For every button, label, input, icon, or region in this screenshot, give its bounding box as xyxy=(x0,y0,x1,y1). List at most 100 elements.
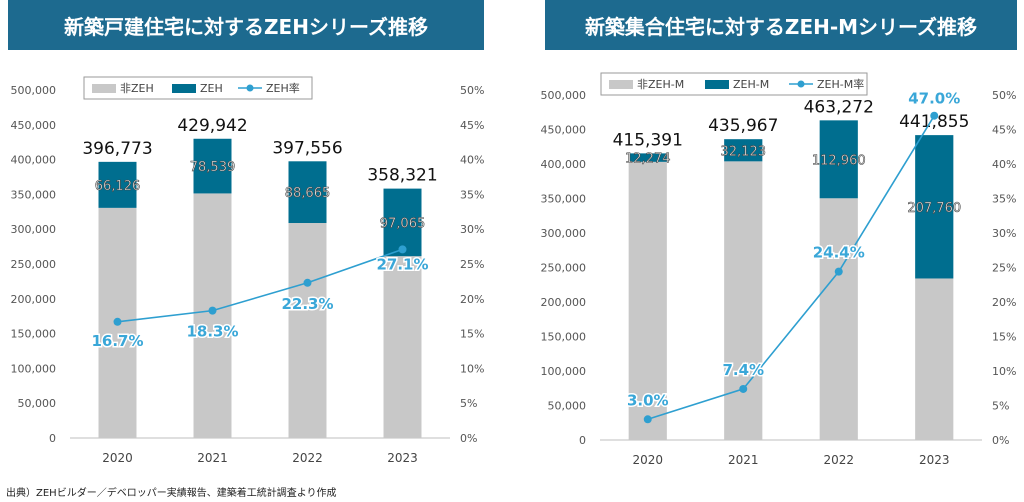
right-legend-swatch-zeh xyxy=(705,80,729,89)
right-total-label: 435,967 xyxy=(708,116,778,136)
right-zeh-value-label: 12,274 xyxy=(625,152,671,167)
right-x-tick-label: 2023 xyxy=(919,453,950,467)
right-y-tick-label: 0 xyxy=(579,434,586,447)
right-y2-tick-label: 0% xyxy=(992,434,1009,447)
right-y-tick-label: 100,000 xyxy=(541,365,587,378)
left-legend-swatch-non xyxy=(92,84,116,93)
left-y-tick-label: 250,000 xyxy=(11,258,57,271)
right-rate-label: 3.0% xyxy=(627,391,669,409)
right-legend-label-rate: ZEH-M率 xyxy=(817,77,864,91)
left-total-label: 429,942 xyxy=(177,116,247,136)
right-zeh-value-label: 207,760 xyxy=(907,201,961,216)
left-total-label: 358,321 xyxy=(367,166,437,186)
left-rate-point xyxy=(398,245,407,254)
left-y2-tick-label: 15% xyxy=(460,328,484,341)
left-y2-tick-label: 30% xyxy=(460,223,484,236)
left-rate-label: 27.1% xyxy=(376,255,428,273)
right-bar-zeh xyxy=(628,153,667,162)
right-zeh-value-label: 32,123 xyxy=(721,144,767,159)
left-y2-tick-label: 20% xyxy=(460,293,484,306)
left-y-tick-label: 350,000 xyxy=(11,188,57,201)
left-y2-tick-label: 25% xyxy=(460,258,484,271)
left-y-tick-label: 150,000 xyxy=(11,328,57,341)
right-bar-non xyxy=(628,161,667,440)
left-zeh-value-label: 78,539 xyxy=(190,160,236,175)
left-rate-line xyxy=(117,248,403,323)
right-bar-zeh xyxy=(819,120,858,199)
right-x-tick-label: 2022 xyxy=(823,453,854,467)
left-legend-swatch-zeh xyxy=(172,84,196,93)
left-legend-label-non: 非ZEH xyxy=(120,82,154,95)
right-y2-tick-label: 40% xyxy=(992,158,1016,171)
left-legend-label-rate: ZEH率 xyxy=(266,81,300,95)
right-rate-line xyxy=(647,115,935,421)
right-bar-non xyxy=(724,161,763,440)
right-bar-non xyxy=(819,198,858,440)
right-y-tick-label: 50,000 xyxy=(548,400,587,413)
right-rate-label: 7.4% xyxy=(722,361,764,379)
right-x-tick-label: 2021 xyxy=(728,453,759,467)
left-y-tick-label: 400,000 xyxy=(11,154,57,167)
left-y-tick-label: 500,000 xyxy=(11,84,57,97)
left-zeh-value-label: 97,065 xyxy=(380,216,426,231)
right-legend-box xyxy=(600,72,868,96)
right-bar-zeh xyxy=(915,135,954,279)
right-legend-swatch-non xyxy=(609,80,633,89)
right-bar-non xyxy=(915,278,954,440)
right-total-label: 463,272 xyxy=(804,97,874,117)
right-x-tick-label: 2020 xyxy=(632,453,663,467)
left-y-tick-label: 100,000 xyxy=(11,362,57,375)
right-legend-label-non: 非ZEH-M xyxy=(637,78,684,91)
left-zeh-value-label: 66,126 xyxy=(95,179,141,194)
right-legend-label-zeh: ZEH-M xyxy=(733,78,769,91)
left-y2-tick-label: 50% xyxy=(460,84,484,97)
left-x-tick-label: 2023 xyxy=(387,451,418,465)
left-x-tick-label: 2020 xyxy=(102,451,133,465)
right-y2-tick-label: 20% xyxy=(992,296,1016,309)
condominium-zeh-m-chart: 非ZEH-M ZEH-M ZEH-M率 0 50,000 100,000 150,000 20… xyxy=(541,72,1016,467)
left-bar-non xyxy=(288,223,327,438)
right-rate-point xyxy=(930,111,939,120)
right-total-label: 415,391 xyxy=(613,130,683,150)
left-y-tick-label: 50,000 xyxy=(18,397,57,410)
left-y-tick-label: 450,000 xyxy=(11,119,57,132)
left-rate-label: 18.3% xyxy=(186,323,238,341)
right-y-tick-label: 500,000 xyxy=(541,89,587,102)
right-y-tick-label: 450,000 xyxy=(541,124,587,137)
right-y2-tick-label: 5% xyxy=(992,400,1009,413)
right-legend-marker-rate xyxy=(797,80,805,88)
left-y-tick-label: 200,000 xyxy=(11,293,57,306)
right-y-tick-label: 250,000 xyxy=(541,262,587,275)
left-y2-tick-label: 35% xyxy=(460,188,484,201)
left-rate-point xyxy=(113,317,122,326)
left-bar-zeh xyxy=(193,138,232,194)
left-y-tick-label: 0 xyxy=(49,432,56,445)
left-chart-title: 新築戸建住宅に対するZEHシリーズ推移 xyxy=(8,0,484,50)
left-total-label: 396,773 xyxy=(82,139,152,159)
right-y2-tick-label: 10% xyxy=(992,365,1016,378)
left-y2-tick-label: 40% xyxy=(460,154,484,167)
right-total-label: 441,855 xyxy=(899,112,969,132)
right-y-tick-label: 350,000 xyxy=(541,193,587,206)
left-total-label: 397,556 xyxy=(272,138,342,158)
left-x-tick-label: 2021 xyxy=(197,451,228,465)
source-note: 出典）ZEHビルダー／デベロッパー実績報告、建築着工統計調査より作成 xyxy=(6,488,337,499)
right-y2-tick-label: 45% xyxy=(992,124,1016,137)
detached-house-zeh-chart: 非ZEH ZEH ZEH率 0 50,000 100,000 150,000 200,000 2… xyxy=(11,76,484,465)
left-bar-zeh xyxy=(98,161,137,208)
left-x-tick-label: 2022 xyxy=(292,451,323,465)
right-y2-tick-label: 35% xyxy=(992,193,1016,206)
left-y2-tick-label: 10% xyxy=(460,362,484,375)
left-bar-zeh xyxy=(383,188,422,257)
left-rate-label: 22.3% xyxy=(281,295,333,313)
left-y2-tick-label: 5% xyxy=(460,397,477,410)
left-legend-label-zeh: ZEH xyxy=(200,82,223,95)
left-legend-box xyxy=(83,76,313,100)
left-y2-tick-label: 45% xyxy=(460,119,484,132)
right-y-tick-label: 150,000 xyxy=(541,331,587,344)
right-rate-label: 24.4% xyxy=(813,244,865,262)
left-rate-point xyxy=(303,278,312,287)
left-zeh-value-label: 88,665 xyxy=(285,186,331,201)
left-rate-point xyxy=(208,306,217,315)
left-rate-label: 16.7% xyxy=(91,332,143,350)
